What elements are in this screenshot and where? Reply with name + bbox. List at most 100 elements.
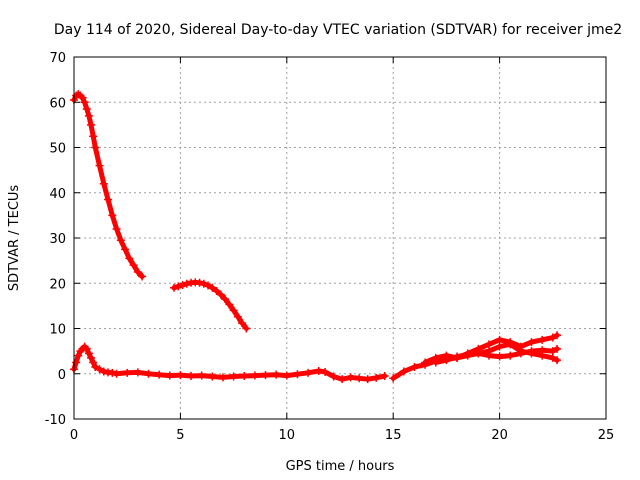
data-point [199,279,208,288]
x-tick-label: 10 [279,428,296,443]
x-axis-label: GPS time / hours [286,459,395,474]
data-point [208,372,217,381]
data-point [242,324,251,333]
data-point [218,373,227,382]
data-point [495,342,504,351]
data-point [112,224,121,233]
y-tick-label: 30 [49,232,66,247]
data-point [338,375,347,384]
data-point [91,143,100,152]
data-point [178,281,187,290]
data-point [282,371,291,380]
x-tick-label: 15 [385,428,402,443]
data-point [155,370,164,379]
data-point [410,362,419,371]
data-point [121,245,130,254]
data-point [225,300,234,309]
y-tick-label: 20 [49,277,66,292]
data-point [442,356,451,365]
data-point [170,283,179,292]
data-point [187,372,196,381]
data-point [380,372,389,381]
data-point [84,111,93,120]
data-point [553,344,562,353]
data-point [495,352,504,361]
data-point [363,375,372,384]
data-point [174,282,183,291]
data-point [553,356,562,365]
data-point [506,338,515,347]
data-point [72,358,81,367]
data-point [221,295,230,304]
data-point [229,306,238,315]
series-trace [71,91,145,279]
data-point [372,373,381,382]
data-point [82,344,91,353]
data-point [516,349,525,358]
data-point [87,120,96,129]
data-point [212,286,221,295]
data-point [91,362,100,371]
data-point [293,370,302,379]
data-point [129,261,138,270]
series-arc-6 [431,344,562,367]
data-point [495,335,504,344]
data-point [80,98,89,107]
data-point [272,370,281,379]
data-point [463,350,472,359]
data-point [329,372,338,381]
series-arc-2 [170,278,251,333]
data-point [104,195,113,204]
data-point [240,372,249,381]
data-point [421,358,430,367]
data-point [138,272,147,281]
data-point [112,369,121,378]
data-point [548,353,557,362]
data-point [321,367,330,376]
data-point [431,358,440,367]
data-point [233,312,242,321]
data-point [195,278,204,287]
data-point [484,351,493,360]
data-point [116,236,125,245]
data-point [78,93,87,102]
y-tick-label: 70 [49,51,66,66]
data-point [538,346,547,355]
data-point [95,161,104,170]
data-point [506,351,515,360]
data-point [74,351,83,360]
data-point [389,374,398,383]
data-point [123,368,132,377]
data-point [453,352,462,361]
data-point [144,369,153,378]
data-point [87,353,96,362]
data-point [197,371,206,380]
data-point [355,374,364,383]
data-series [70,90,562,384]
data-point [250,371,259,380]
x-tick-label: 25 [598,428,615,443]
grid-lines [74,57,606,419]
y-axis-label: SDTVAR / TECUs [7,185,22,292]
data-point [538,335,547,344]
data-point [182,279,191,288]
data-point [125,254,134,263]
data-point [399,367,408,376]
data-point [304,368,313,377]
data-point [89,358,98,367]
data-point [133,267,142,276]
data-point [474,349,483,358]
data-point [82,105,91,114]
data-point [176,371,185,380]
data-point [216,290,225,299]
data-point [165,371,174,380]
data-point [84,349,93,358]
y-tick-label: 0 [58,368,66,383]
axis-ticks: 0 5 10 15 20 25 -10 0 10 20 30 40 50 60 70 [45,51,615,443]
data-point [208,283,217,292]
data-point [527,347,536,356]
chart-title: Day 114 of 2020, Sidereal Day-to-day VTE… [54,22,622,38]
series-arc-1 [70,90,147,281]
